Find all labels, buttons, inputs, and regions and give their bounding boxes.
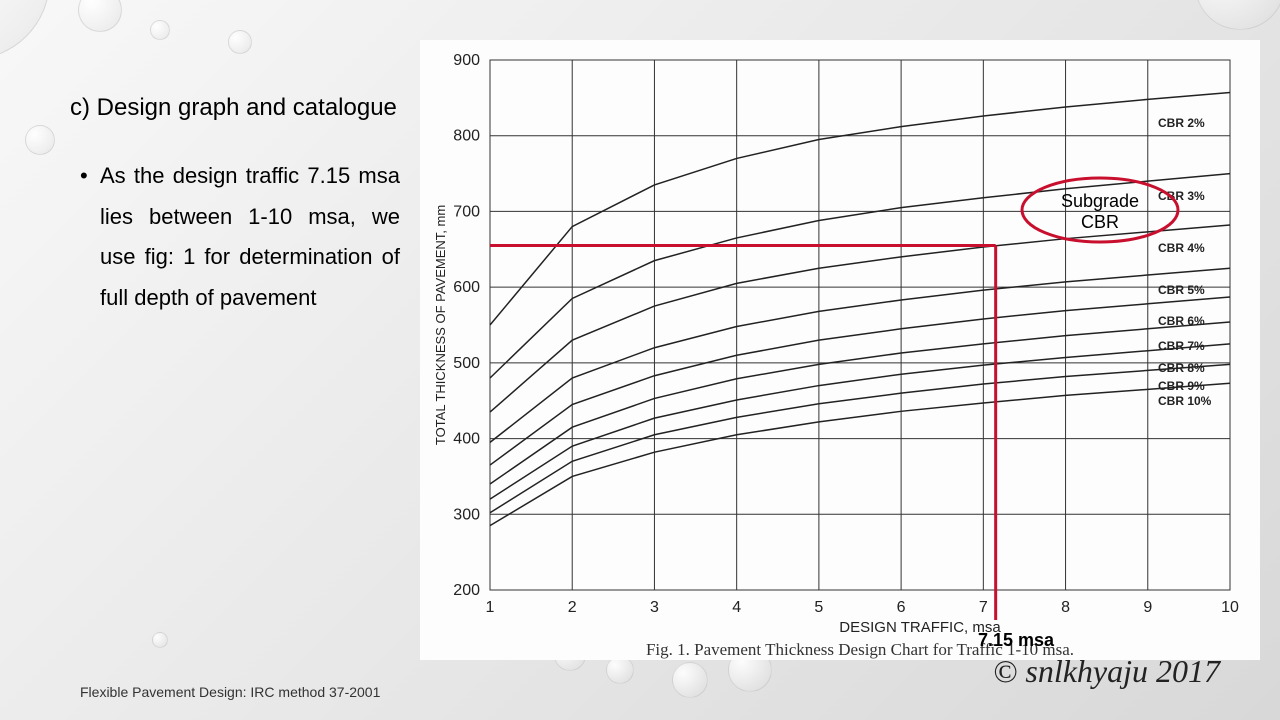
svg-text:CBR 4%: CBR 4% (1158, 241, 1205, 255)
svg-text:9: 9 (1143, 599, 1152, 616)
svg-text:300: 300 (453, 506, 480, 523)
svg-text:900: 900 (453, 52, 480, 69)
svg-text:7: 7 (979, 599, 988, 616)
svg-text:4: 4 (732, 599, 741, 616)
text-panel: c) Design graph and catalogue As the des… (70, 90, 400, 319)
svg-text:8: 8 (1061, 599, 1070, 616)
svg-text:700: 700 (453, 203, 480, 220)
section-heading: c) Design graph and catalogue (70, 90, 400, 126)
chart-svg: 1 2 3 4 5 6 7 8 9 10 200 300 400 500 600 700 800 900 CBR 2… (420, 40, 1260, 660)
svg-text:800: 800 (453, 128, 480, 145)
svg-text:Subgrade: Subgrade (1061, 191, 1139, 211)
svg-text:TOTAL THICKNESS OF PAVEMENT, m: TOTAL THICKNESS OF PAVEMENT, mm (433, 205, 448, 445)
svg-text:400: 400 (453, 431, 480, 448)
svg-text:CBR 2%: CBR 2% (1158, 116, 1205, 130)
svg-text:10: 10 (1221, 599, 1239, 616)
svg-text:200: 200 (453, 582, 480, 599)
svg-text:5: 5 (814, 599, 823, 616)
svg-text:2: 2 (568, 599, 577, 616)
signature: © snlkhyaju 2017 (993, 653, 1220, 690)
svg-text:CBR 5%: CBR 5% (1158, 283, 1205, 297)
svg-text:6: 6 (897, 599, 906, 616)
msa-marker-label: 7.15 msa (978, 630, 1054, 651)
svg-text:CBR 10%: CBR 10% (1158, 394, 1212, 408)
footer-text: Flexible Pavement Design: IRC method 37-… (80, 684, 380, 700)
bullet-text: As the design traffic 7.15 msa lies betw… (70, 156, 400, 319)
design-chart: 1 2 3 4 5 6 7 8 9 10 200 300 400 500 600 700 800 900 CBR 2… (420, 40, 1260, 660)
svg-text:600: 600 (453, 279, 480, 296)
svg-text:1: 1 (486, 599, 495, 616)
svg-text:500: 500 (453, 355, 480, 372)
svg-text:3: 3 (650, 599, 659, 616)
svg-text:CBR: CBR (1081, 212, 1119, 232)
